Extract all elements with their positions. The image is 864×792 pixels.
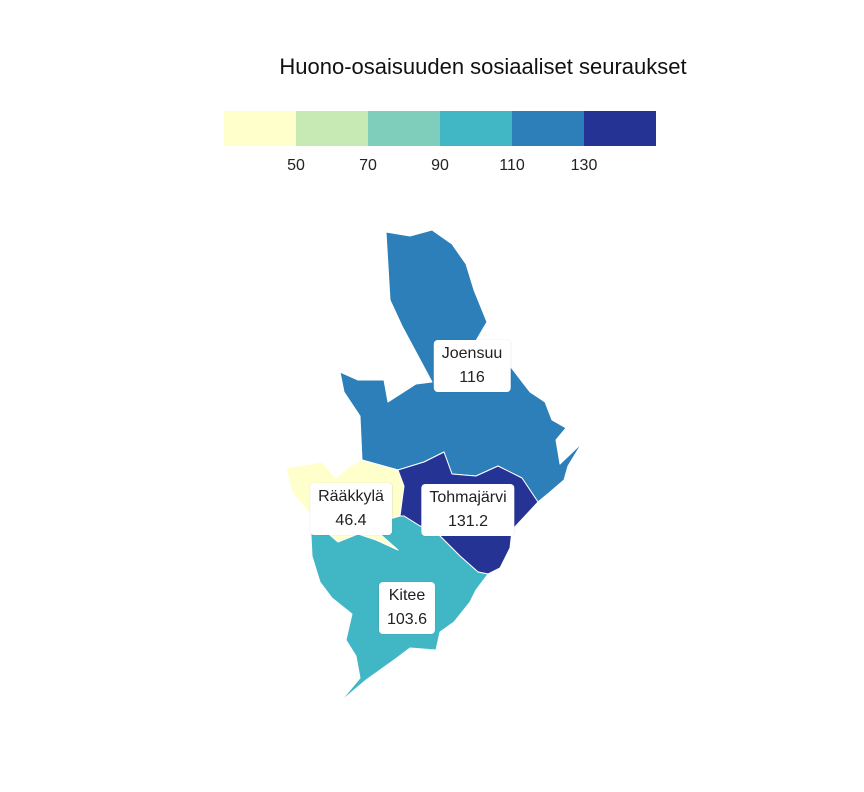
legend-swatch-5 [584, 111, 656, 146]
legend-swatch-0 [224, 111, 296, 146]
legend-swatch-1 [296, 111, 368, 146]
region-value: 46.4 [335, 512, 367, 529]
legend-swatch-2 [368, 111, 440, 146]
legend-tick-130: 130 [571, 157, 598, 174]
legend-tick-110: 110 [499, 157, 525, 174]
region-name: Tohmajärvi [429, 489, 507, 506]
region-label-joensuu: Joensuu 116 [433, 340, 511, 392]
region-value: 131.2 [447, 513, 489, 530]
region-value: 116 [459, 369, 485, 386]
legend-tick-70: 70 [359, 157, 377, 174]
region-name: Kitee [388, 587, 426, 604]
legend-ticks: 50 70 90 110 130 [287, 157, 597, 174]
legend-tick-90: 90 [431, 157, 449, 174]
region-label-kitee: Kitee 103.6 [378, 582, 436, 634]
legend-colorbar [224, 111, 656, 146]
legend-swatch-3 [440, 111, 512, 146]
map-title: Huono-osaisuuden sosiaaliset seuraukset [279, 54, 687, 79]
region-label-tohmajarvi: Tohmajärvi 131.2 [421, 484, 515, 536]
legend-tick-50: 50 [287, 157, 305, 174]
legend-swatch-4 [512, 111, 584, 146]
region-name: Rääkkylä [318, 488, 384, 505]
region-value: 103.6 [386, 611, 428, 628]
region-name: Joensuu [441, 345, 503, 362]
region-label-raakkyla: Rääkkylä 46.4 [310, 483, 392, 535]
